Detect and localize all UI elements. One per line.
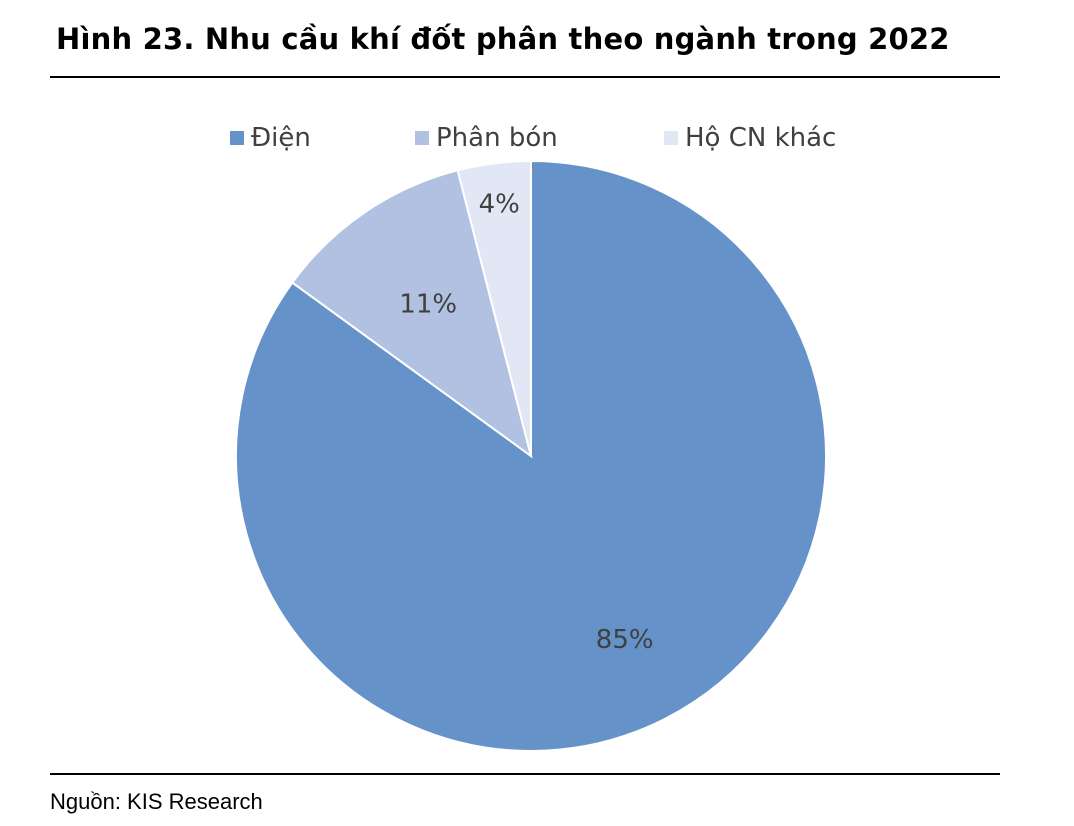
chart-legend: Điện Phân bón Hộ CN khác [230, 123, 836, 153]
source-note: Nguồn: KIS Research [50, 789, 263, 814]
legend-swatch-3 [664, 131, 678, 145]
legend-label-3: Hộ CN khác [685, 123, 836, 153]
source-divider [50, 773, 1000, 775]
pie-slice-2 [290, 169, 533, 459]
title-divider [50, 76, 1000, 78]
data-label-1: 85% [596, 625, 654, 655]
pie-slices [234, 159, 827, 752]
pie-slice-3 [456, 159, 532, 457]
legend-swatch-1 [230, 131, 244, 145]
legend-label-1: Điện [251, 123, 311, 153]
data-label-3: 4% [479, 189, 520, 219]
pie-data-labels: 85% 11% 4% [399, 189, 653, 655]
legend-swatch-2 [415, 131, 429, 145]
chart-title: Hình 23. Nhu cầu khí đốt phân theo ngành… [56, 22, 950, 56]
legend-label-2: Phân bón [436, 123, 558, 153]
data-label-2: 11% [399, 290, 457, 320]
